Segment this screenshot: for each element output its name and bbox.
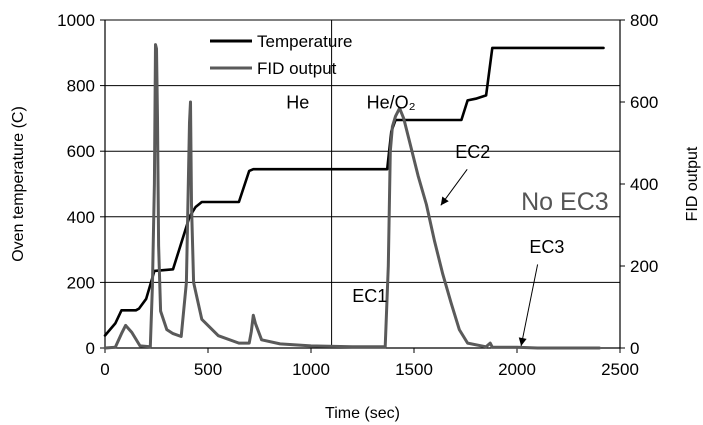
y2-axis-title: FID output bbox=[684, 146, 701, 221]
arrow-ec2-head bbox=[440, 196, 449, 206]
y-tick-label-1: 200 bbox=[67, 273, 95, 292]
y-tick-label-2: 400 bbox=[67, 208, 95, 227]
y-tick-label-0: 0 bbox=[86, 339, 95, 358]
annotation-1: He/O₂ bbox=[367, 93, 416, 113]
annotation-2: EC1 bbox=[352, 286, 387, 306]
y-tick-label-3: 600 bbox=[67, 142, 95, 161]
legend-label-1: FID output bbox=[257, 59, 337, 78]
y2-tick-label-3: 600 bbox=[630, 93, 658, 112]
y2-tick-label-2: 400 bbox=[630, 175, 658, 194]
x-tick-label-1: 500 bbox=[194, 360, 222, 379]
arrow-ec3-head bbox=[518, 337, 527, 346]
arrow-ec3 bbox=[520, 264, 539, 347]
annotation-3: EC2 bbox=[455, 142, 490, 162]
x-tick-label-0: 0 bbox=[100, 360, 109, 379]
y-tick-label-5: 1000 bbox=[57, 11, 95, 30]
y-tick-label-4: 800 bbox=[67, 77, 95, 96]
x-axis-title: Time (sec) bbox=[325, 405, 400, 422]
x-tick-label-4: 2000 bbox=[498, 360, 536, 379]
y2-tick-label-4: 800 bbox=[630, 11, 658, 30]
x-tick-label-5: 2500 bbox=[601, 360, 639, 379]
x-tick-label-2: 1000 bbox=[292, 360, 330, 379]
annotation-5: EC3 bbox=[529, 237, 564, 257]
x-tick-label-3: 1500 bbox=[395, 360, 433, 379]
series-line-temperature bbox=[103, 46, 605, 337]
annotation-0: He bbox=[286, 93, 309, 113]
y-axis-title: Oven temperature (C) bbox=[10, 106, 27, 262]
y2-tick-label-1: 200 bbox=[630, 257, 658, 276]
legend-label-0: Temperature bbox=[257, 32, 352, 51]
series-line-fid-output bbox=[103, 43, 601, 350]
annotation-4: No EC3 bbox=[521, 188, 609, 216]
y2-tick-label-0: 0 bbox=[630, 339, 639, 358]
